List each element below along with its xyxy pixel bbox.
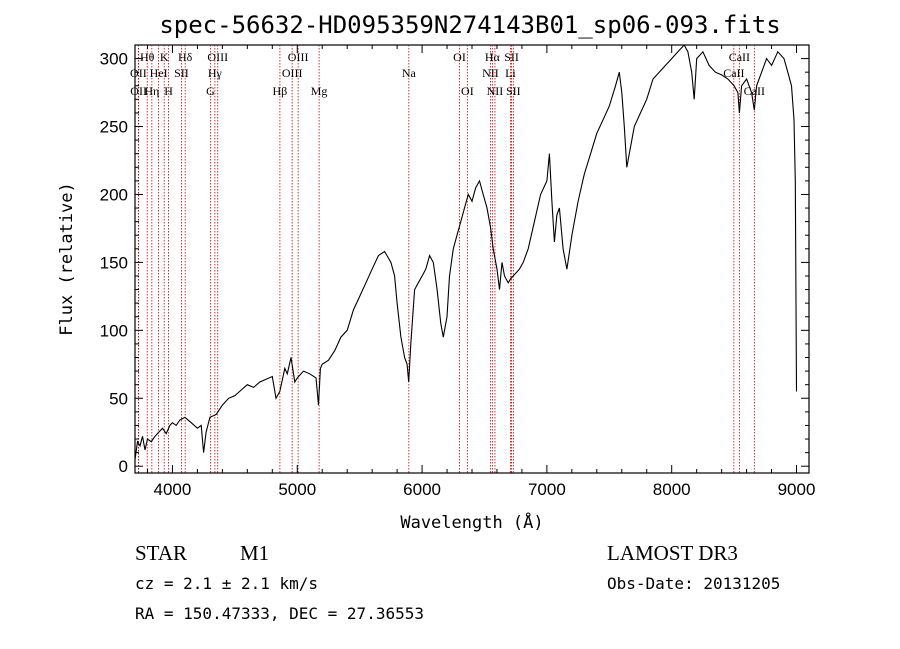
emission-line-label: CaII xyxy=(729,50,750,64)
x-tick-label: 9000 xyxy=(778,480,816,499)
x-axis-label: Wavelength (Å) xyxy=(400,511,543,533)
emission-line-label: Hδ xyxy=(178,50,193,64)
y-tick-label: 200 xyxy=(100,185,128,204)
coords-text: RA = 150.47333, DEC = 27.36553 xyxy=(135,604,424,623)
emission-line-label: K xyxy=(160,50,169,64)
emission-line-markers xyxy=(137,45,755,473)
y-axis-ticks: 0 50 100 150 200 250 300 xyxy=(100,50,809,476)
subclass-label: M1 xyxy=(240,541,269,565)
x-tick-label: 4000 xyxy=(154,480,192,499)
x-tick-label: 8000 xyxy=(653,480,691,499)
emission-line-label: SII xyxy=(174,66,189,80)
emission-line-label: OIII xyxy=(288,50,309,64)
x-axis-ticks: 4000 5000 6000 7000 8000 9000 xyxy=(146,45,816,499)
emission-line-label: CaII xyxy=(744,84,765,98)
emission-line-label: HeI xyxy=(150,66,168,80)
emission-line-label: OIII xyxy=(282,66,303,80)
x-tick-label: 7000 xyxy=(528,480,566,499)
emission-line-label: Mg xyxy=(311,84,328,98)
emission-line-label: OI xyxy=(461,84,474,98)
emission-line-label: Hα xyxy=(485,50,501,64)
emission-line-label: G xyxy=(206,84,215,98)
emission-line-label: NII xyxy=(482,66,499,80)
emission-line-label: Li xyxy=(505,66,516,80)
emission-line-label: Hγ xyxy=(208,66,223,80)
survey-label: LAMOST DR3 xyxy=(607,541,738,565)
emission-line-label: SII xyxy=(504,50,519,64)
emission-line-label: NII xyxy=(487,84,504,98)
y-tick-label: 300 xyxy=(100,50,128,69)
emission-line-label: Hη xyxy=(144,84,159,98)
emission-line-label: Hθ xyxy=(140,50,155,64)
y-tick-label: 100 xyxy=(100,321,128,340)
emission-line-label: Na xyxy=(402,66,417,80)
y-tick-label: 50 xyxy=(109,389,128,408)
chart-title: spec-56632-HD095359N274143B01_sp06-093.f… xyxy=(159,11,780,39)
plot-frame xyxy=(134,44,810,474)
y-tick-label: 0 xyxy=(119,457,128,476)
x-tick-label: 5000 xyxy=(278,480,316,499)
emission-line-label: OIII xyxy=(207,50,228,64)
emission-line-label: OII xyxy=(130,84,147,98)
y-tick-label: 250 xyxy=(100,118,128,137)
class-label: STAR xyxy=(135,541,187,565)
obs-date-text: Obs-Date: 20131205 xyxy=(607,574,780,593)
emission-line-label: CaII xyxy=(723,66,744,80)
y-tick-label: 150 xyxy=(100,253,128,272)
emission-line-label: OI xyxy=(453,50,466,64)
emission-line-label: OII xyxy=(130,66,147,80)
x-tick-label: 6000 xyxy=(403,480,441,499)
y-axis-label: Flux (relative) xyxy=(57,182,77,336)
spectrum-line xyxy=(134,44,798,460)
emission-line-label: Hβ xyxy=(273,84,288,98)
emission-line-label: H xyxy=(164,84,173,98)
redshift-text: cz = 2.1 ± 2.1 km/s xyxy=(135,574,318,593)
emission-line-label: SII xyxy=(506,84,521,98)
